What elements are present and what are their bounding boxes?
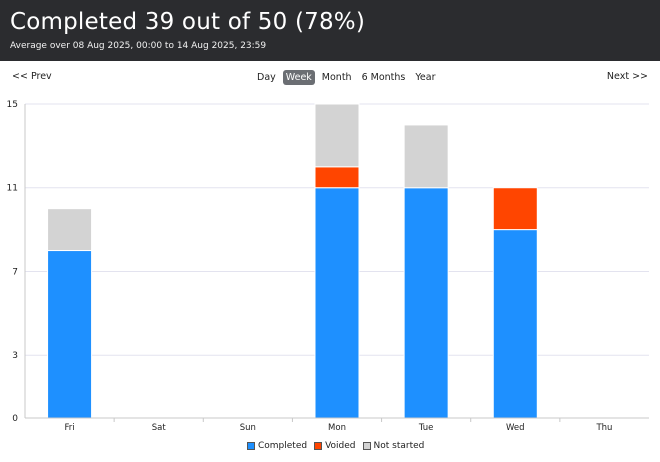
legend-label-not-started: Not started — [373, 441, 425, 451]
y-tick-label-11: 11 — [7, 184, 18, 194]
chart-legend: Completed Voided Not started — [247, 440, 431, 452]
bar-tue-completed — [403, 187, 449, 419]
bar-fri-completed — [47, 250, 93, 419]
bar-mon-not-started — [314, 103, 360, 168]
x-tick-label-tue: Tue — [418, 423, 434, 433]
period-selector: Day Week Month 6 Months Year — [254, 69, 439, 85]
next-button[interactable]: Next >> — [606, 71, 648, 82]
period-year-button[interactable]: Year — [415, 71, 436, 83]
summary-header: Completed 39 out of 50 (78%) Average ove… — [0, 0, 660, 61]
period-month-button[interactable]: Month — [321, 71, 352, 83]
x-tick-label-sun: Sun — [240, 423, 256, 433]
legend-swatch-voided — [314, 442, 323, 450]
period-day-button[interactable]: Day — [257, 71, 276, 83]
completion-title: Completed 39 out of 50 (78%) — [10, 9, 366, 35]
period-navigation: << Prev Day Week Month 6 Months Year Nex… — [0, 69, 660, 87]
y-tick-label-0: 0 — [12, 414, 18, 424]
legend-label-voided: Voided — [325, 441, 356, 451]
bar-tue-not-started — [403, 124, 449, 189]
legend-item-voided[interactable]: Voided — [314, 441, 356, 451]
bar-fri-not-started — [47, 208, 93, 252]
date-range-subtitle: Average over 08 Aug 2025, 00:00 to 14 Au… — [10, 41, 267, 51]
legend-swatch-not-started — [362, 442, 371, 450]
period-week-button[interactable]: Week — [282, 69, 315, 85]
x-tick-label-wed: Wed — [506, 423, 525, 433]
bar-mon-completed — [314, 187, 360, 419]
x-tick-label-thu: Thu — [595, 423, 612, 433]
bar-wed-completed — [492, 229, 538, 419]
x-tick-label-fri: Fri — [65, 423, 75, 433]
y-tick-label-3: 3 — [12, 351, 18, 361]
x-tick-label-mon: Mon — [328, 423, 346, 433]
period-6-months-button[interactable]: 6 Months — [361, 71, 406, 83]
bar-wed-voided — [492, 187, 538, 231]
prev-button[interactable]: << Prev — [12, 71, 52, 82]
legend-item-not-started[interactable]: Not started — [362, 441, 425, 451]
x-tick-label-sat: Sat — [152, 423, 167, 433]
legend-swatch-completed — [247, 442, 255, 450]
bar-mon-voided — [314, 166, 360, 189]
y-tick-label-15: 15 — [7, 100, 18, 110]
legend-label-completed: Completed — [258, 441, 308, 451]
y-tick-label-7: 7 — [12, 267, 18, 277]
legend-item-completed[interactable]: Completed — [247, 441, 307, 451]
